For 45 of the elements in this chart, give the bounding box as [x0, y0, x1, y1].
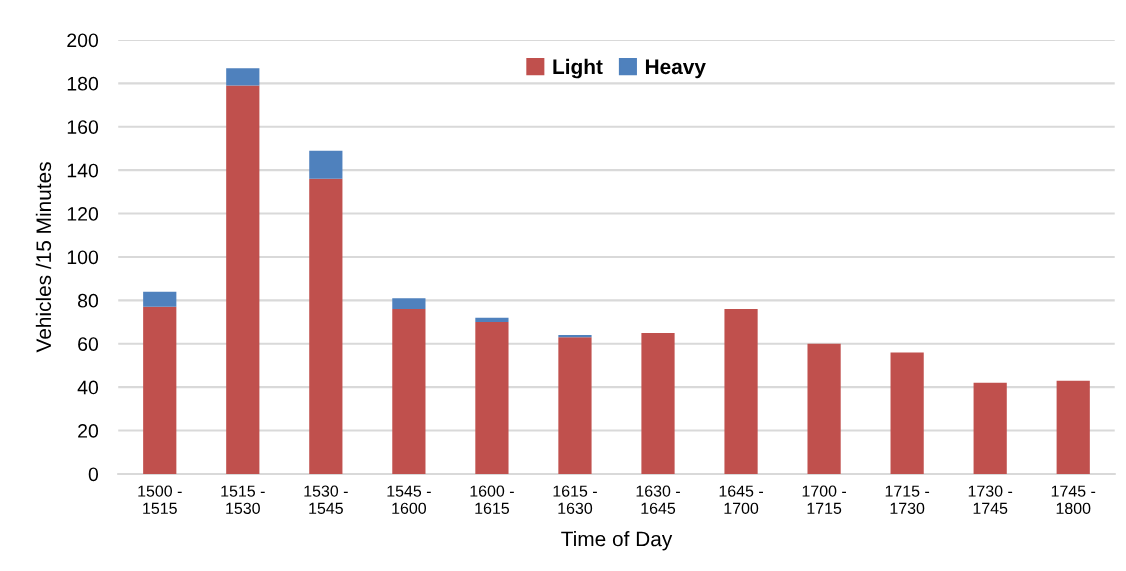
x-axis-title: Time of Day [561, 531, 673, 551]
legend-label: Light [553, 58, 603, 79]
y-tick-label: 20 [78, 424, 99, 438]
x-tick-label: 1745 - 1800 [1051, 485, 1096, 514]
y-tick-label: 180 [67, 76, 99, 91]
bar [143, 306, 177, 474]
bar [724, 309, 758, 474]
bar [807, 343, 841, 474]
bar [475, 322, 509, 474]
x-tick-label: 1700 - 1715 [802, 485, 847, 514]
bar [890, 352, 924, 474]
bar [973, 382, 1007, 474]
y-tick-label: 140 [67, 163, 99, 178]
bar [475, 317, 509, 323]
y-tick-label: 160 [67, 120, 99, 134]
y-tick-label: 40 [77, 380, 99, 395]
bar [226, 68, 260, 86]
bar [143, 291, 177, 307]
x-tick-label: 1645 - 1700 [719, 485, 763, 514]
bar [392, 298, 426, 310]
x-tick-label: 1630 - 1645 [636, 485, 680, 514]
y-tick-label: 0 [88, 467, 99, 482]
bar [392, 309, 426, 474]
y-tick-label: 60 [78, 337, 99, 351]
x-tick-label: 1615 - 1630 [553, 485, 597, 514]
y-tick-label: 200 [67, 33, 99, 48]
legend-label: Heavy [645, 59, 706, 79]
bar [1056, 380, 1090, 474]
y-axis-title: Vehicles /15 Minutes [35, 162, 52, 353]
bar [309, 150, 343, 179]
y-tick-label: 80 [78, 293, 99, 308]
bar [558, 335, 592, 338]
x-tick-label: 1600 - 1615 [470, 485, 514, 514]
bar [309, 178, 343, 474]
bar [558, 337, 592, 474]
x-tick-label: 1715 - 1730 [885, 485, 930, 514]
x-tick-label: 1500 - 1515 [138, 485, 182, 514]
y-tick-label: 100 [67, 250, 99, 265]
x-tick-label: 1530 - 1545 [304, 485, 348, 514]
x-tick-label: 1730 - 1745 [968, 485, 1013, 514]
x-tick-label: 1545 - 1600 [387, 485, 431, 514]
bar [226, 85, 260, 474]
x-tick-label: 1515 - 1530 [221, 485, 265, 514]
bar [641, 332, 675, 474]
y-tick-label: 120 [67, 207, 99, 221]
